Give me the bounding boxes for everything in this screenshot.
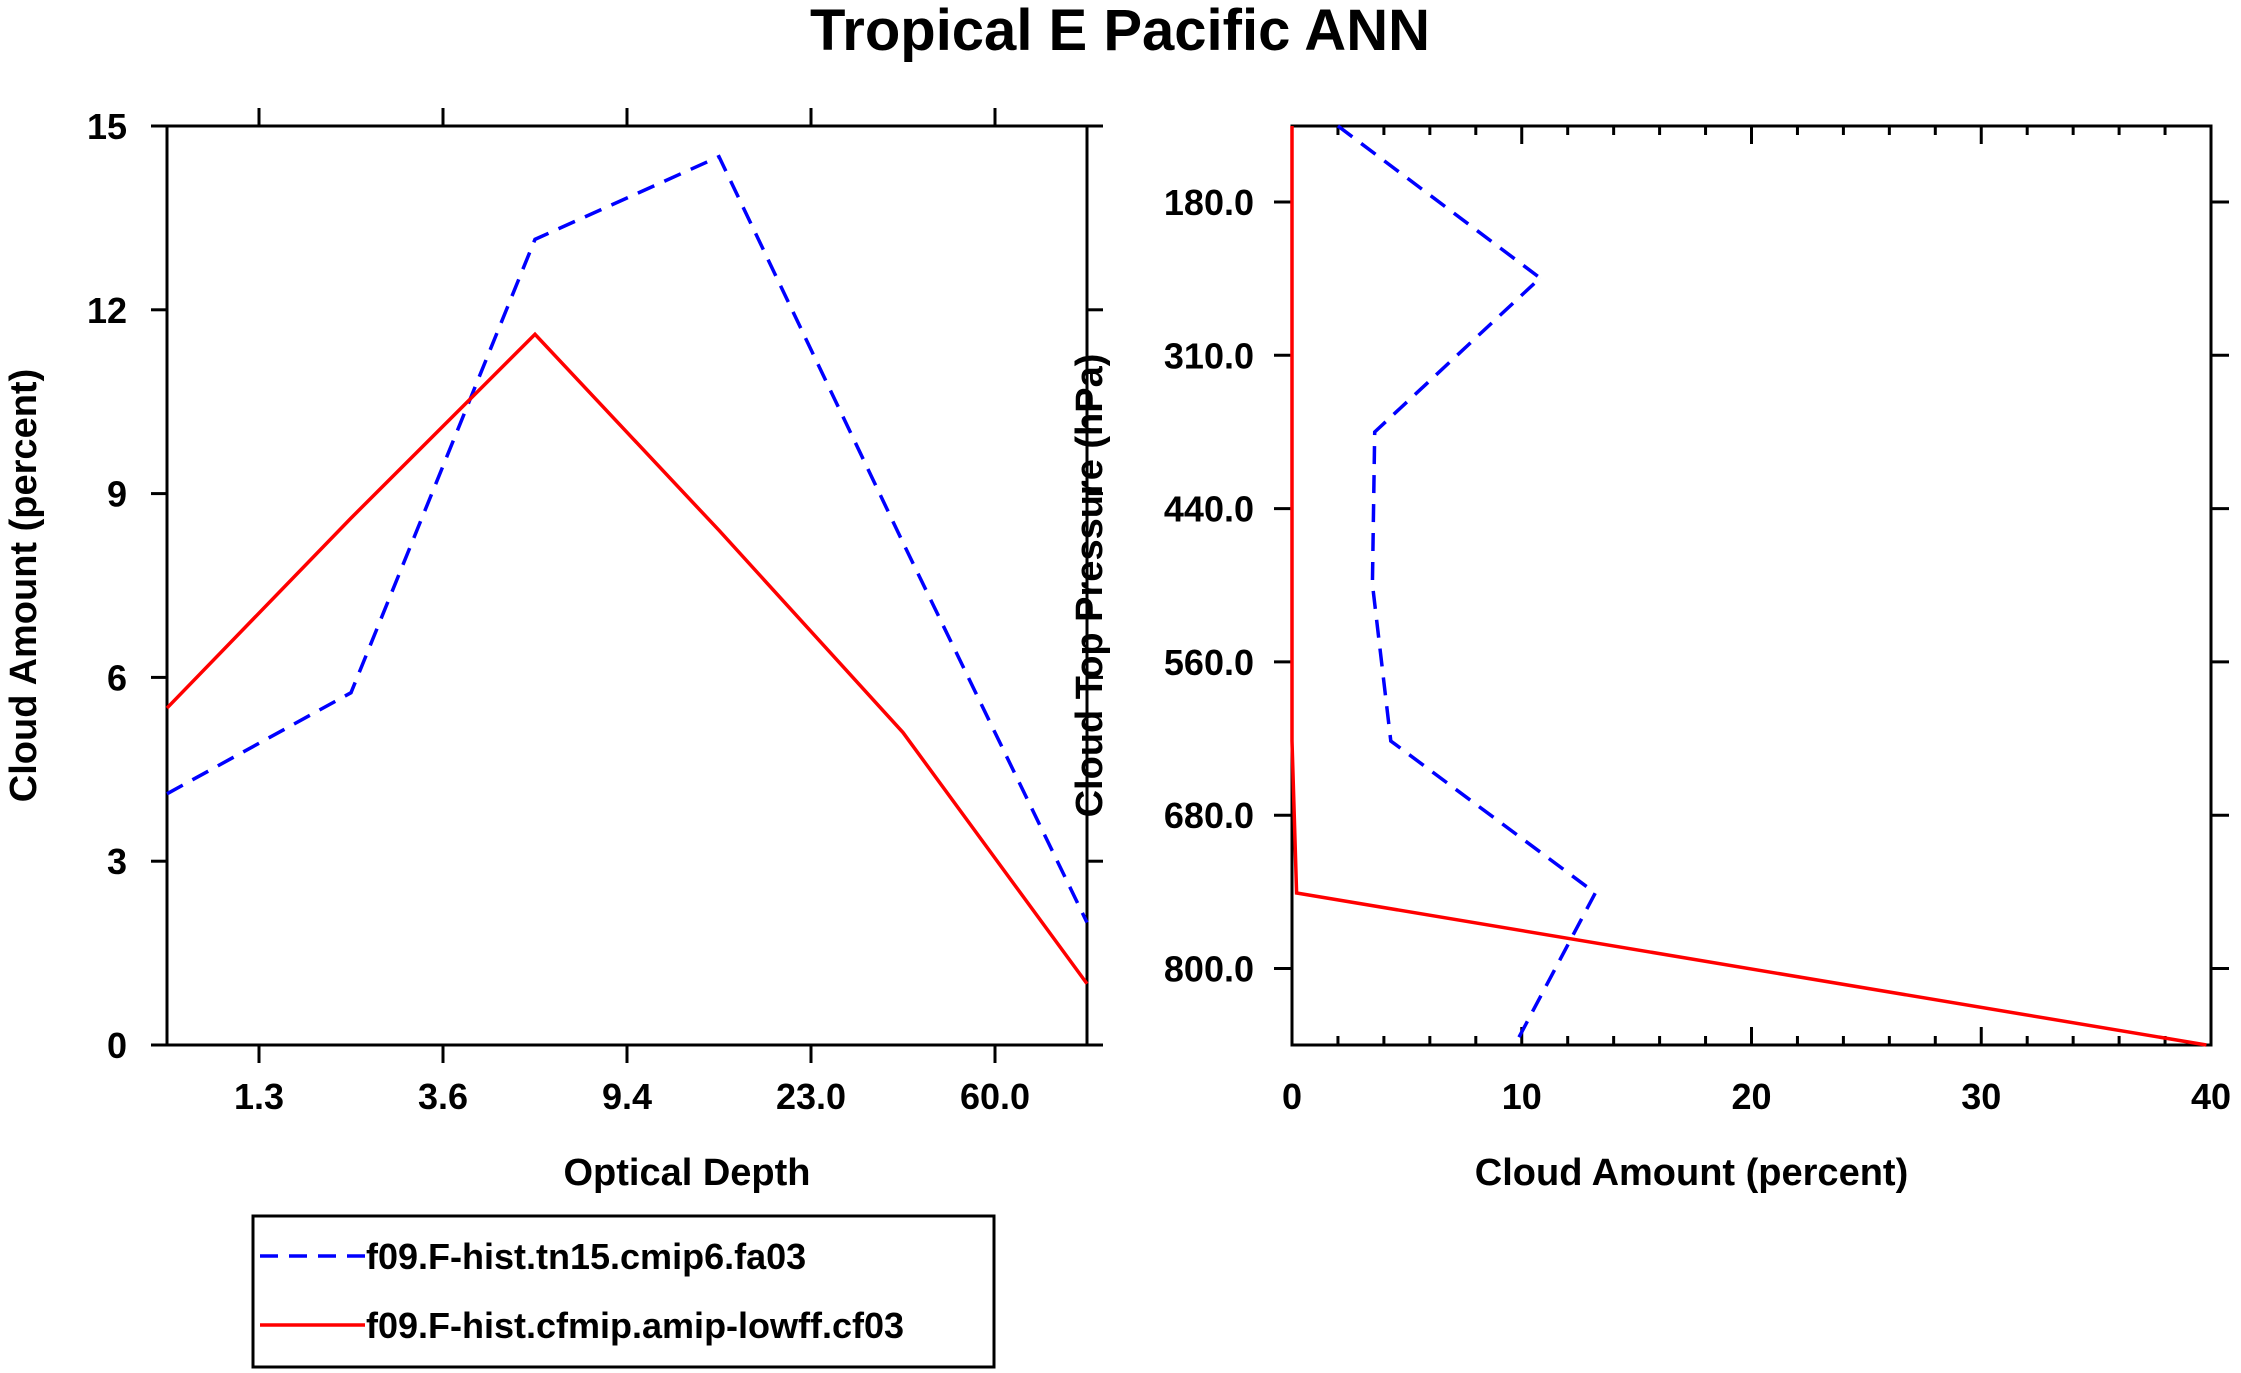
left-y-tick-label: 9	[107, 474, 127, 515]
legend: f09.F-hist.tn15.cmip6.fa03 f09.F-hist.cfm…	[251, 1214, 996, 1369]
left-x-tick-label: 3.6	[418, 1076, 468, 1117]
left-y-tick-label: 15	[87, 106, 127, 147]
left-y-tick-label: 6	[107, 657, 127, 698]
right-x-axis-label: Cloud Amount (percent)	[1475, 1152, 1908, 1194]
left-series-blue-dashed	[166, 154, 1089, 924]
right-y-tick-label: 440.0	[1164, 489, 1254, 530]
left-x-tick-label: 23.0	[776, 1076, 846, 1117]
legend-label: f09.F-hist.tn15.cmip6.fa03	[366, 1236, 806, 1277]
right-y-tick-label: 310.0	[1164, 335, 1254, 376]
legend-label: f09.F-hist.cfmip.amip-lowff.cf03	[366, 1305, 904, 1346]
left-y-tick-label: 0	[107, 1025, 127, 1066]
left-x-axis-label: Optical Depth	[563, 1152, 810, 1194]
legend-box	[251, 1214, 996, 1369]
right-panel: 0 10 20 30 40 180.0 310.0 440.0 560.0 680.0 800.0 C…	[1069, 124, 2231, 1194]
right-y-axis-label: Cloud Top Pressure (hPa)	[1069, 354, 1111, 818]
left-x-tick-label: 60.0	[960, 1076, 1030, 1117]
right-plot-frame	[1290, 124, 2213, 1047]
left-plot-frame	[165, 124, 1089, 1047]
chart-title: Tropical E Pacific ANN	[810, 0, 1430, 63]
left-y-axis-label: Cloud Amount (percent)	[3, 369, 45, 802]
left-x-tick-label: 9.4	[602, 1076, 652, 1117]
right-x-tick-label: 0	[1282, 1076, 1302, 1117]
right-y-tick-label: 560.0	[1164, 642, 1254, 683]
right-y-tick-label: 800.0	[1164, 949, 1254, 990]
right-x-tick-label: 40	[2191, 1076, 2231, 1117]
left-panel: 0 3 6 9 12 15 1.3 3.6 9.4 23.0 60.0 Optical Depth Cl…	[3, 106, 1103, 1194]
left-y-tick-label: 12	[87, 290, 127, 331]
left-y-tick-label: 3	[107, 841, 127, 882]
right-x-tick-label: 30	[1961, 1076, 2001, 1117]
right-x-tick-label: 10	[1502, 1076, 1542, 1117]
right-y-tick-label: 180.0	[1164, 182, 1254, 223]
right-series-red-solid	[1290, 126, 2207, 1047]
right-x-tick-label: 20	[1731, 1076, 1771, 1117]
left-series-red-solid	[165, 331, 1089, 985]
right-y-tick-label: 680.0	[1164, 795, 1254, 836]
left-x-tick-label: 1.3	[234, 1076, 284, 1117]
